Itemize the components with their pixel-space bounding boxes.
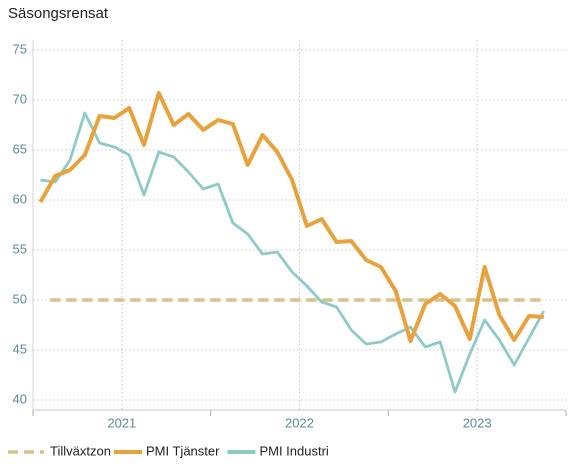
series-line [38,91,544,343]
chart-title: Säsongsrensat [8,5,109,22]
x-tick-label: 2021 [107,415,136,430]
y-tick-label: 75 [13,41,27,56]
x-tick-label: 2022 [285,415,314,430]
legend-label: PMI Industri [259,443,328,458]
y-tick-label: 50 [13,291,27,306]
legend-label: Tillväxtzon [50,443,111,458]
y-tick-label: 60 [13,191,27,206]
series-line [40,111,546,394]
y-tick-label: 65 [13,141,27,156]
legend-label: PMI Tjänster [146,443,220,458]
y-tick-label: 70 [13,91,27,106]
x-tick-label: 2023 [463,415,492,430]
y-tick-label: 40 [13,391,27,406]
y-tick-label: 45 [13,341,27,356]
y-tick-label: 55 [13,241,27,256]
